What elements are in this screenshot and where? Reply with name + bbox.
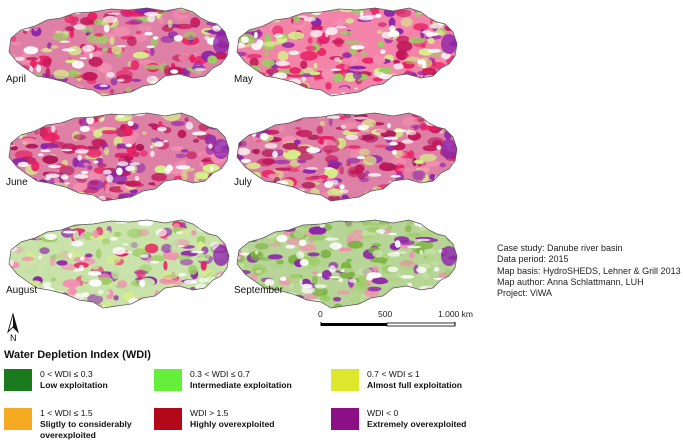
scale-label-0: 0 [318,309,323,319]
month-label-september: September [234,285,283,296]
north-arrow: N [4,312,24,346]
legend-desc-low: Low exploitation [40,380,108,390]
map-basis-text: Map basis: HydroSHEDS, Lehner & Grill 20… [497,265,681,276]
legend-swatch-almost-full [331,369,359,391]
legend-swatch-low [4,369,32,391]
map-panel-september: September [231,216,459,314]
map-panel-april: April [3,4,231,102]
legend-desc-extremely-over: Extremely overexploited [367,419,467,429]
basin-map-july [236,112,458,202]
legend-desc-intermediate: Intermediate exploitation [190,380,292,390]
scale-bar: 0 500 1.000 km [318,309,478,337]
basin-map-june [8,112,230,202]
legend-range-intermediate: 0.3 < WDI ≤ 0.7 [190,369,250,379]
data-period-text: Data period: 2015 [497,254,569,265]
month-label-july: July [234,177,252,188]
legend-desc-almost-full: Almost full exploitation [367,380,463,390]
month-label-april: April [6,74,27,85]
map-author-text: Map author: Anna Schlattmann, LUH [497,276,644,287]
legend-title: Water Depletion Index (WDI) [4,349,151,361]
project-text: Project: ViWA [497,288,553,299]
month-label-june: June [6,177,28,188]
legend-swatch-extremely-over [331,408,359,430]
north-arrow-icon [7,312,19,334]
map-panel-june: June [3,109,231,207]
legend-desc-highly-over: Highly overexploited [190,419,275,429]
legend-range-extremely-over: WDI < 0 [367,408,399,418]
basin-map-may [236,7,458,97]
map-panel-august: August [3,216,231,314]
basin-map-april [8,7,230,97]
legend-range-low: 0 < WDI ≤ 0.3 [40,369,93,379]
legend-range-highly-over: WDI > 1.5 [190,408,229,418]
legend-range-almost-full: 0.7 < WDI ≤ 1 [367,369,420,379]
legend-range-slightly-over: 1 < WDI ≤ 1.5 [40,408,93,418]
scale-label-1000km: 1.000 km [438,309,473,319]
legend-desc-slightly-over: Sligtly to considerably overexploited [40,419,132,440]
map-panel-may: May [231,4,459,102]
legend-swatch-slightly-over [4,408,32,430]
basin-map-september [236,219,458,309]
scale-bar-graphic [320,322,456,327]
legend-swatch-intermediate [154,369,182,391]
case-study-text: Case study: Danube river basin [497,243,623,253]
map-panel-july: July [231,109,459,207]
legend-swatch-highly-over [154,408,182,430]
month-label-august: August [6,285,38,296]
month-label-may: May [234,74,253,85]
north-label: N [10,333,17,343]
map-info-block: Case study: Danube river basin Data peri… [497,243,681,299]
basin-map-august [8,219,230,309]
scale-label-500: 500 [378,309,393,319]
